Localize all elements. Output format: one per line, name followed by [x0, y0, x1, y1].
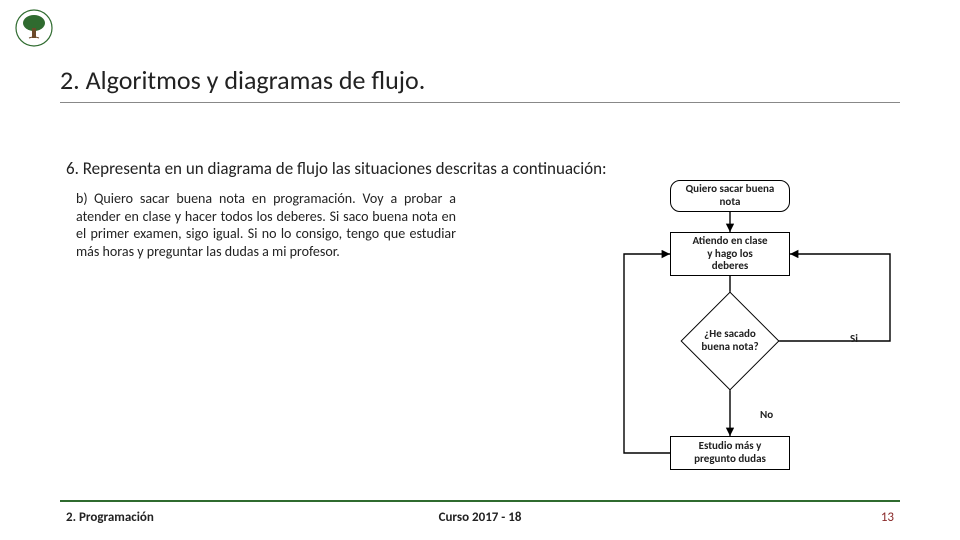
- footer-rule: [60, 500, 900, 502]
- footer-course: Curso 2017 - 18: [0, 510, 960, 525]
- flowchart-node-decision: ¿He sacadobuena nota?: [695, 306, 765, 376]
- flowchart-node-start: Quiero sacar buenanota: [670, 180, 790, 212]
- logo: [14, 8, 54, 48]
- title-underline: [60, 102, 900, 103]
- flowchart-edge-label: Si: [850, 332, 858, 345]
- flowchart-node-process: Atiendo en clasey hago losdeberes: [670, 232, 790, 276]
- exercise-item-text: Quiero sacar buena nota en programación.…: [76, 190, 456, 260]
- footer-page-number: 13: [881, 510, 894, 525]
- exercise-item-label: b): [76, 190, 94, 208]
- exercise-prompt: 6. Representa en un diagrama de flujo la…: [66, 158, 607, 179]
- flowchart: Quiero sacar buenanota Atiendo en clasey…: [560, 180, 920, 490]
- flowchart-edge-label: No: [760, 408, 773, 421]
- flowchart-node-study: Estudio más ypregunto dudas: [670, 436, 790, 470]
- exercise-body: b)Quiero sacar buena nota en programació…: [76, 190, 456, 260]
- page-title: 2. Algoritmos y diagramas de flujo.: [60, 64, 425, 96]
